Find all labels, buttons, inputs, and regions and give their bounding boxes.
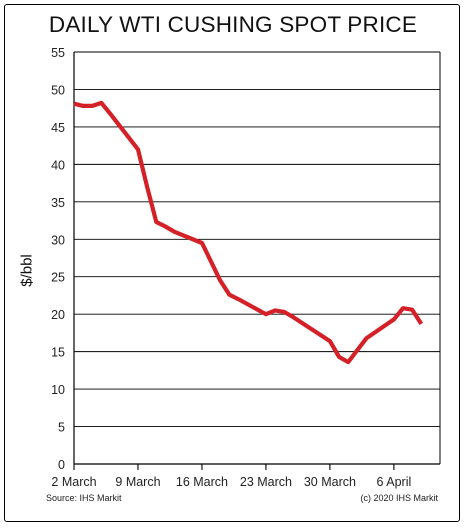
chart-title: DAILY WTI CUSHING SPOT PRICE bbox=[48, 12, 418, 37]
y-tick-label: 55 bbox=[51, 46, 65, 60]
y-tick-label: 50 bbox=[51, 83, 65, 97]
y-tick-label: 35 bbox=[51, 196, 65, 210]
x-tick-label: 16 March bbox=[176, 475, 228, 489]
x-tick-label: 6 April bbox=[377, 475, 412, 489]
x-tick-label: 9 March bbox=[115, 475, 160, 489]
source-note: Source: IHS Markit bbox=[46, 493, 122, 503]
y-tick-label: 15 bbox=[51, 346, 65, 360]
x-tick-label: 23 March bbox=[240, 475, 292, 489]
x-tick-label: 2 March bbox=[51, 475, 96, 489]
chart-frame bbox=[4, 4, 460, 522]
y-tick-label: 5 bbox=[58, 421, 65, 435]
y-tick-label: 0 bbox=[58, 458, 65, 472]
y-tick-label: 20 bbox=[51, 308, 65, 322]
y-tick-label: 40 bbox=[51, 158, 65, 172]
x-tick-label: 30 March bbox=[304, 475, 356, 489]
y-tick-label: 25 bbox=[51, 271, 65, 285]
series-line bbox=[73, 100, 424, 365]
copyright-note: (c) 2020 IHS Markit bbox=[360, 493, 438, 503]
y-tick-label: 30 bbox=[51, 233, 65, 247]
y-tick-label: 45 bbox=[51, 121, 65, 135]
y-tick-label: 10 bbox=[51, 383, 65, 397]
